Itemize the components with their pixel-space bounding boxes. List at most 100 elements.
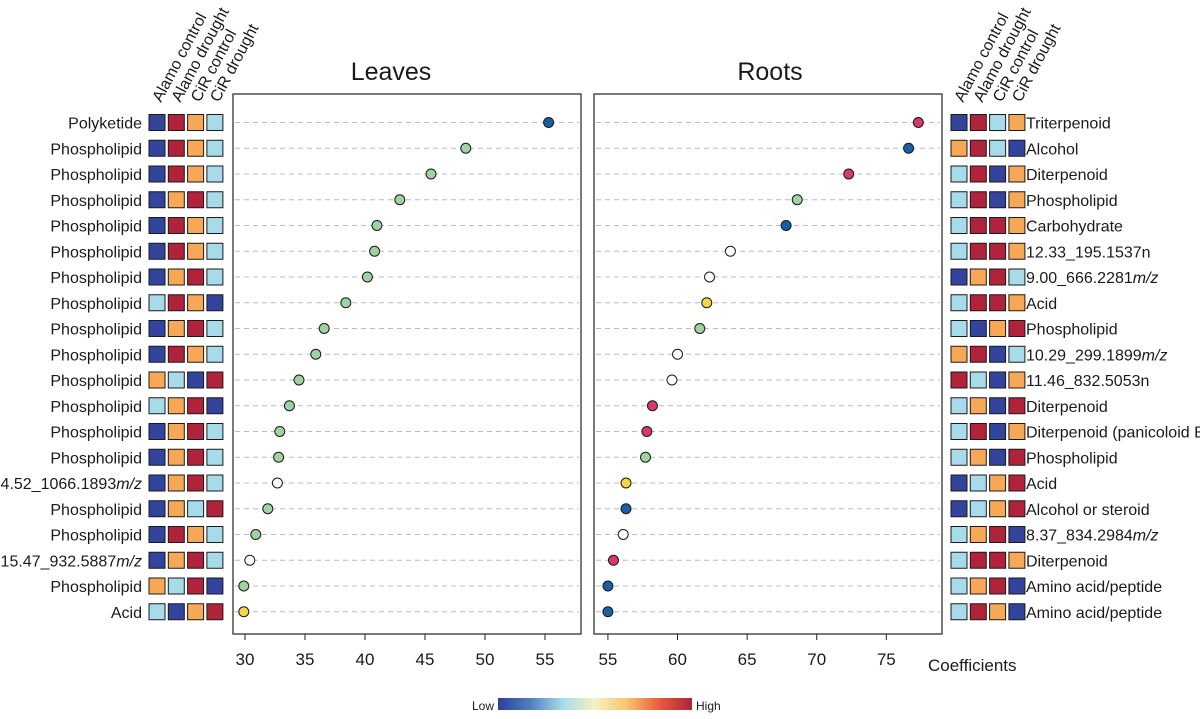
roots-heatmap-cell xyxy=(1008,551,1026,569)
roots-data-point xyxy=(912,117,924,128)
leaves-row-label: Phospholipid xyxy=(50,244,142,261)
roots-heatmap-cell xyxy=(989,500,1007,518)
leaves-row-label: 15.47_932.5887m/z xyxy=(1,553,142,570)
roots-data-point xyxy=(620,477,632,489)
roots-panel-frame xyxy=(593,93,943,635)
roots-data-point xyxy=(641,426,653,437)
roots-heatmap-cell xyxy=(1008,397,1026,415)
roots-heatmap-cell xyxy=(950,139,968,157)
leaves-heatmap-cell xyxy=(206,345,224,363)
roots-row-label: Acid xyxy=(1026,476,1057,493)
leaves-data-point xyxy=(293,374,305,386)
leaves-heatmap-cell xyxy=(148,577,166,595)
leaves-heatmap-cell xyxy=(187,217,205,234)
roots-row-label: Phospholipid xyxy=(1026,193,1118,210)
roots-heatmap-cell xyxy=(969,397,987,415)
roots-heatmap-cell xyxy=(969,294,987,312)
roots-heatmap-cell xyxy=(969,423,987,440)
leaves-heatmap-cell xyxy=(206,397,224,415)
leaves-data-point xyxy=(371,220,383,231)
leaves-row-label: Phospholipid xyxy=(50,219,142,236)
leaves-heatmap-cell xyxy=(148,371,166,389)
legend-low-label: Low xyxy=(472,699,494,713)
leaves-heatmap-cell xyxy=(187,268,205,286)
roots-heatmap-cell xyxy=(989,371,1007,389)
leaves-heatmap-cell xyxy=(148,114,166,131)
leaves-heatmap-cell xyxy=(206,294,224,312)
roots-heatmap-cell xyxy=(989,268,1007,286)
leaves-heatmap-cell xyxy=(187,294,205,312)
leaves-heatmap-cell xyxy=(187,551,205,569)
leaves-data-point xyxy=(361,271,373,283)
roots-data-point xyxy=(724,245,736,257)
leaves-heatmap-cell xyxy=(148,423,166,440)
leaves-heatmap-cell xyxy=(148,474,166,492)
roots-heatmap-cell xyxy=(969,268,987,286)
roots-heatmap-cell xyxy=(1008,268,1026,286)
leaves-data-point xyxy=(273,451,285,463)
leaves-data-point xyxy=(274,426,286,437)
leaves-x-tick-label: 40 xyxy=(356,650,375,669)
roots-heatmap-cell xyxy=(989,577,1007,595)
leaves-heatmap-cell xyxy=(206,165,224,183)
leaves-heatmap-cell xyxy=(148,294,166,312)
roots-heatmap-cell xyxy=(969,500,987,518)
roots-heatmap-cell xyxy=(950,397,968,415)
roots-heatmap-cell xyxy=(1008,474,1026,492)
leaves-x-tick-label: 50 xyxy=(476,650,495,669)
roots-panel-title: Roots xyxy=(737,58,802,86)
leaves-x-tick-label: 30 xyxy=(236,650,255,669)
leaves-x-tick-label: 45 xyxy=(416,650,435,669)
leaves-panel-frame xyxy=(232,93,582,635)
leaves-heatmap-cell xyxy=(167,268,185,286)
roots-row-label: Amino acid/peptide xyxy=(1026,579,1162,596)
leaves-x-tick-label: 55 xyxy=(536,650,555,669)
leaves-heatmap-cell xyxy=(206,448,224,466)
roots-heatmap-cell xyxy=(969,345,987,363)
roots-heatmap-cell xyxy=(989,294,1007,312)
leaves-heatmap-cell xyxy=(187,242,205,260)
roots-heatmap-cell xyxy=(969,320,987,337)
roots-row-label: 9.00_666.2281m/z xyxy=(1026,270,1159,287)
leaves-heatmap-cell xyxy=(148,500,166,518)
roots-heatmap-cell xyxy=(950,114,968,131)
leaves-heatmap-cell xyxy=(148,268,166,286)
roots-heatmap-cell xyxy=(969,217,987,234)
roots-row-label: Diterpenoid xyxy=(1026,399,1108,416)
roots-heatmap-cell xyxy=(989,397,1007,415)
leaves-heatmap-cell xyxy=(206,114,224,131)
leaves-heatmap-cell xyxy=(187,423,205,440)
roots-heatmap-cell xyxy=(1008,242,1026,260)
roots-data-point xyxy=(791,194,803,206)
leaves-heatmap-cell xyxy=(187,320,205,337)
leaves-row-label: Phospholipid xyxy=(50,373,142,390)
roots-heatmap-cell xyxy=(989,114,1007,131)
leaves-heatmap-cell xyxy=(167,448,185,466)
leaves-row-label: Phospholipid xyxy=(50,193,142,210)
leaves-heatmap-cell xyxy=(167,526,185,543)
leaves-data-point xyxy=(310,348,322,360)
roots-x-tick-label: 75 xyxy=(877,650,896,669)
roots-row-label: Phospholipid xyxy=(1026,450,1118,467)
leaves-data-point xyxy=(238,580,250,592)
leaves-row-label: Phospholipid xyxy=(50,502,142,519)
leaves-heatmap-cell xyxy=(187,500,205,518)
roots-heatmap-cell xyxy=(989,526,1007,543)
roots-heatmap-cell xyxy=(989,448,1007,466)
roots-x-tick-label: 55 xyxy=(598,650,617,669)
roots-heatmap-cell xyxy=(1008,603,1026,621)
roots-heatmap-cell xyxy=(989,551,1007,569)
roots-heatmap-cell xyxy=(1008,191,1026,209)
roots-heatmap-cell xyxy=(989,320,1007,337)
leaves-heatmap-cell xyxy=(167,294,185,312)
roots-heatmap-cell xyxy=(1008,139,1026,157)
roots-heatmap-cell xyxy=(989,345,1007,363)
leaves-heatmap-cell xyxy=(148,320,166,337)
roots-row-label: Diterpenoid (panicoloid B) xyxy=(1026,425,1200,442)
roots-heatmap-cell xyxy=(1008,294,1026,312)
roots-heatmap-cell xyxy=(950,500,968,518)
leaves-heatmap-cell xyxy=(206,217,224,234)
leaves-heatmap-cell xyxy=(206,268,224,286)
